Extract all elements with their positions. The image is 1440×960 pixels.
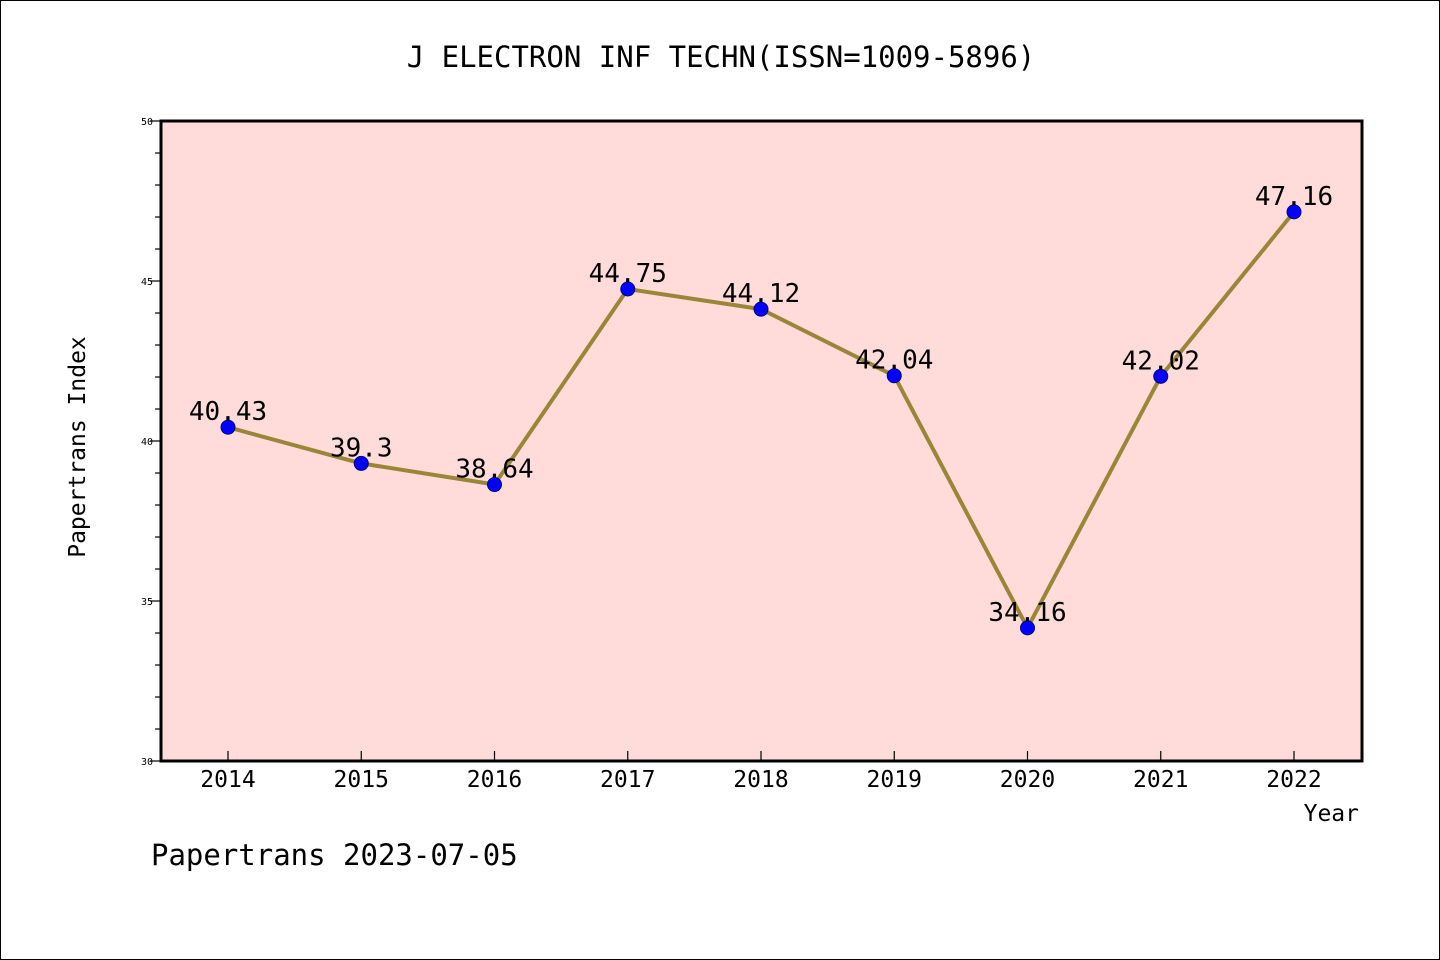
x-tick-label: 2021 <box>1133 767 1188 793</box>
plot-area <box>159 119 1364 763</box>
x-tick-label: 2014 <box>200 767 255 793</box>
data-markers <box>220 204 1302 636</box>
data-labels: 40.43 39.3 38.64 44.75 44.12 42.04 34.16 42.02 4… <box>189 182 1333 628</box>
data-point <box>353 455 369 471</box>
x-tick-label: 2022 <box>1266 767 1321 793</box>
data-point <box>886 368 902 384</box>
x-tick-label: 2019 <box>867 767 922 793</box>
y-tick-label: 30 <box>141 757 153 768</box>
data-label: 40.43 <box>189 397 267 427</box>
y-axis-ticks: 30 35 40 45 50 <box>141 117 161 768</box>
data-label: 38.64 <box>455 455 533 485</box>
x-tick-label: 2020 <box>1000 767 1055 793</box>
x-tick-label: 2018 <box>733 767 788 793</box>
x-tick-label: 2015 <box>334 767 389 793</box>
data-point <box>620 281 636 297</box>
y-tick-label: 40 <box>141 437 153 448</box>
data-point <box>1286 204 1302 220</box>
data-label: 39.3 <box>330 433 393 463</box>
x-tick-label: 2016 <box>467 767 522 793</box>
y-axis-label: Papertrans Index <box>65 336 91 558</box>
data-label: 44.12 <box>722 279 800 309</box>
data-point <box>1020 620 1035 636</box>
data-point <box>220 419 236 435</box>
x-axis-ticks: 2014 2015 2016 2017 2018 2019 2020 2021 2022 <box>200 751 1322 793</box>
data-label: 47.16 <box>1255 182 1333 212</box>
data-label: 34.16 <box>988 598 1066 628</box>
data-label: 44.75 <box>589 259 667 289</box>
footer-caption: Papertrans 2023-07-05 <box>151 838 518 872</box>
data-point <box>753 301 769 317</box>
y-tick-label: 50 <box>141 117 153 128</box>
data-point <box>1153 368 1169 384</box>
data-point <box>487 477 502 493</box>
x-tick-label: 2017 <box>600 767 655 793</box>
data-label: 42.04 <box>855 346 933 376</box>
y-tick-label: 35 <box>141 597 153 608</box>
data-label: 42.02 <box>1122 346 1200 376</box>
y-tick-label: 45 <box>141 277 153 288</box>
chart-title: J ELECTRON INF TECHN(ISSN=1009-5896) <box>407 40 1036 74</box>
x-axis-label: Year <box>1304 801 1359 827</box>
